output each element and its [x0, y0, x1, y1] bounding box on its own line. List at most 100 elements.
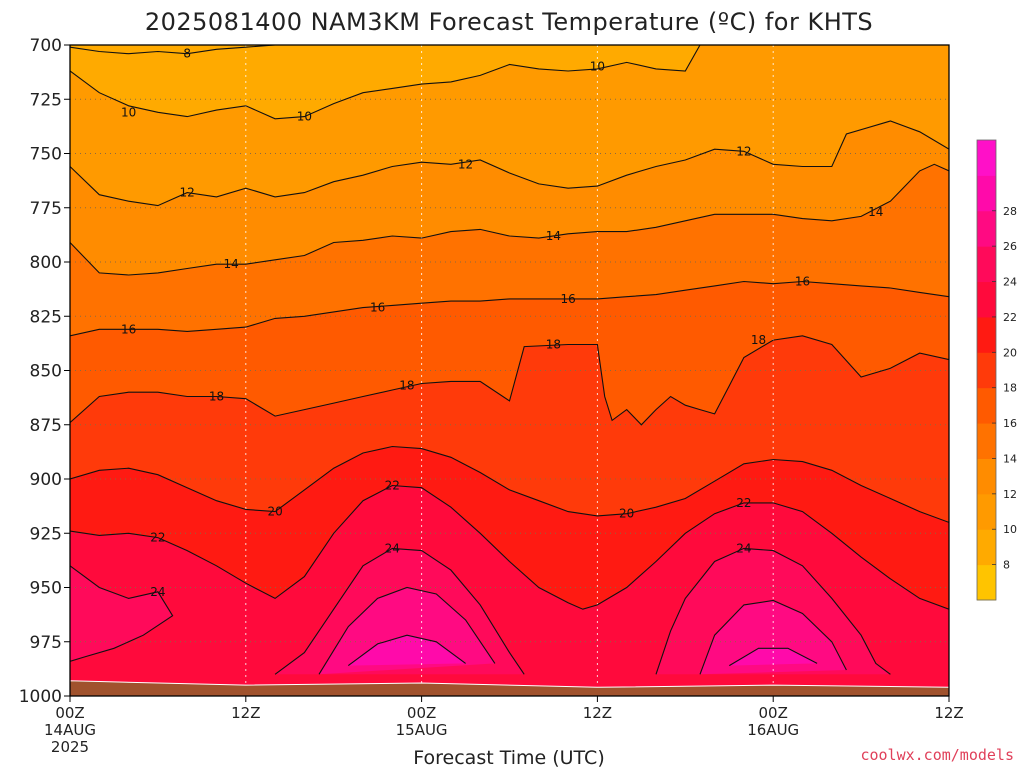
- contour-label-14: 14: [546, 229, 561, 243]
- colorbar-swatch: [977, 175, 996, 212]
- y-axis: 700 725 750 775 800 825 850 875 900 925 950 975 1000: [19, 36, 70, 707]
- colorbar-tick-label: 8: [1003, 559, 1010, 572]
- colorbar-tick-label: 18: [1003, 382, 1017, 395]
- contour-14-2: [70, 163, 949, 276]
- band-28-13: [348, 635, 466, 666]
- y-tick-label: 825: [30, 307, 62, 327]
- contour-label-22: 22: [736, 496, 751, 510]
- colorbar-swatch: [977, 316, 996, 353]
- x-tick-label: 12Z: [231, 704, 260, 722]
- colorbar-swatch: [977, 458, 996, 495]
- contour-16-3: [70, 280, 949, 337]
- contour-label-18: 18: [546, 337, 561, 351]
- y-tick-label: 800: [30, 253, 62, 273]
- x-tick-label: 2025: [51, 738, 89, 756]
- contour-label-22: 22: [385, 479, 400, 493]
- credit-text: coolwx.com/models: [860, 746, 1014, 764]
- contour-label-18: 18: [209, 390, 224, 404]
- contour-26-11: [699, 599, 847, 675]
- y-tick-label: 1000: [19, 687, 62, 707]
- contour-label-14: 14: [224, 257, 239, 271]
- y-tick-label: 775: [30, 199, 62, 219]
- contour-label-10: 10: [121, 105, 136, 119]
- contour-8-14: [70, 45, 276, 55]
- y-tick-label: 850: [30, 362, 62, 382]
- contour-label-16: 16: [370, 301, 385, 315]
- y-tick-label: 750: [30, 145, 62, 165]
- contour-lines: 10 10 10 12 12 12 14 14 14 16 16 16 16 18 18 18 18 20 20 22…: [70, 45, 949, 675]
- y-tick-label: 925: [30, 524, 62, 544]
- colorbar: 8 10 12 14 16 18 20 22 24 26 28: [976, 139, 1017, 601]
- colorbar-tick-label: 24: [1003, 276, 1017, 289]
- contour-label-22: 22: [150, 531, 165, 545]
- contour-label-20: 20: [619, 507, 634, 521]
- colorbar-swatch: [977, 564, 996, 601]
- colorbar-swatch: [977, 246, 996, 283]
- band-8-0: [70, 45, 276, 54]
- contour-22-6: [70, 484, 949, 610]
- y-tick-label: 900: [30, 470, 62, 490]
- contour-28-12: [347, 634, 466, 667]
- y-tick-label: 725: [30, 90, 62, 110]
- colorbar-swatch: [977, 493, 996, 530]
- contour-28-13: [729, 647, 818, 667]
- contour-26-10: [318, 586, 496, 675]
- colorbar-tick-label: 10: [1003, 523, 1017, 536]
- colorbar-swatch: [977, 210, 996, 247]
- y-tick-label: 700: [30, 36, 62, 56]
- contour-label-10: 10: [297, 110, 312, 124]
- contour-12-1: [70, 120, 949, 207]
- y-tick-label: 875: [30, 416, 62, 436]
- x-tick-label: 16AUG: [747, 721, 799, 739]
- colorbar-swatch: [977, 352, 996, 389]
- colorbar-tick-label: 14: [1003, 452, 1017, 465]
- colorbar-tick-label: 16: [1003, 417, 1017, 430]
- contour-label-16: 16: [121, 322, 136, 336]
- grid-lines: [70, 45, 949, 696]
- contour-label-12: 12: [736, 144, 751, 158]
- contour-24-7: [70, 565, 174, 662]
- x-tick-label: 00Z: [759, 704, 788, 722]
- x-tick-label: 00Z: [55, 704, 84, 722]
- y-tick-label: 950: [30, 579, 62, 599]
- colorbar-swatch: [977, 281, 996, 318]
- contour-label-24: 24: [736, 541, 751, 555]
- x-axis-title: Forecast Time (UTC): [413, 747, 604, 768]
- x-tick-label: 12Z: [583, 704, 612, 722]
- contour-10-0: [70, 45, 949, 120]
- colorbar-tick-label: 22: [1003, 311, 1017, 324]
- contour-label-14: 14: [868, 205, 883, 219]
- contour-24-9: [655, 547, 891, 675]
- band-26-12: [700, 600, 847, 675]
- contour-18-4: [70, 335, 949, 426]
- x-tick-label: 15AUG: [396, 721, 448, 739]
- band-24-8: [70, 565, 173, 662]
- contour-24-8: [274, 547, 525, 675]
- y-tick-label: 975: [30, 633, 62, 653]
- contour-label-18: 18: [751, 333, 766, 347]
- contour-20-5: [70, 445, 949, 523]
- colorbar-tick-label: 26: [1003, 240, 1017, 253]
- colorbar-tick-label: 12: [1003, 488, 1017, 501]
- contour-label-16: 16: [560, 292, 575, 306]
- contour-label-12: 12: [180, 186, 195, 200]
- colorbar-swatch: [977, 140, 996, 176]
- colorbar-swatch: [977, 529, 996, 566]
- x-tick-label: 12Z: [934, 704, 963, 722]
- colorbar-frame: [976, 139, 997, 601]
- contour-label-24: 24: [150, 585, 165, 599]
- colorbar-tick-label: 28: [1003, 205, 1017, 218]
- contour-label-8: 8: [183, 47, 191, 61]
- colorbar-swatch: [977, 423, 996, 459]
- contour-label-18: 18: [399, 379, 414, 393]
- colorbar-tick-label: 20: [1003, 346, 1017, 359]
- chart-title: 2025081400 NAM3KM Forecast Temperature (…: [145, 8, 873, 36]
- contour-label-16: 16: [795, 275, 810, 289]
- plot-area: [70, 45, 949, 696]
- contour-label-20: 20: [267, 505, 282, 519]
- x-tick-label: 00Z: [407, 704, 436, 722]
- contour-label-24: 24: [385, 541, 400, 555]
- contour-label-10: 10: [590, 60, 605, 74]
- x-tick-label: 14AUG: [44, 721, 96, 739]
